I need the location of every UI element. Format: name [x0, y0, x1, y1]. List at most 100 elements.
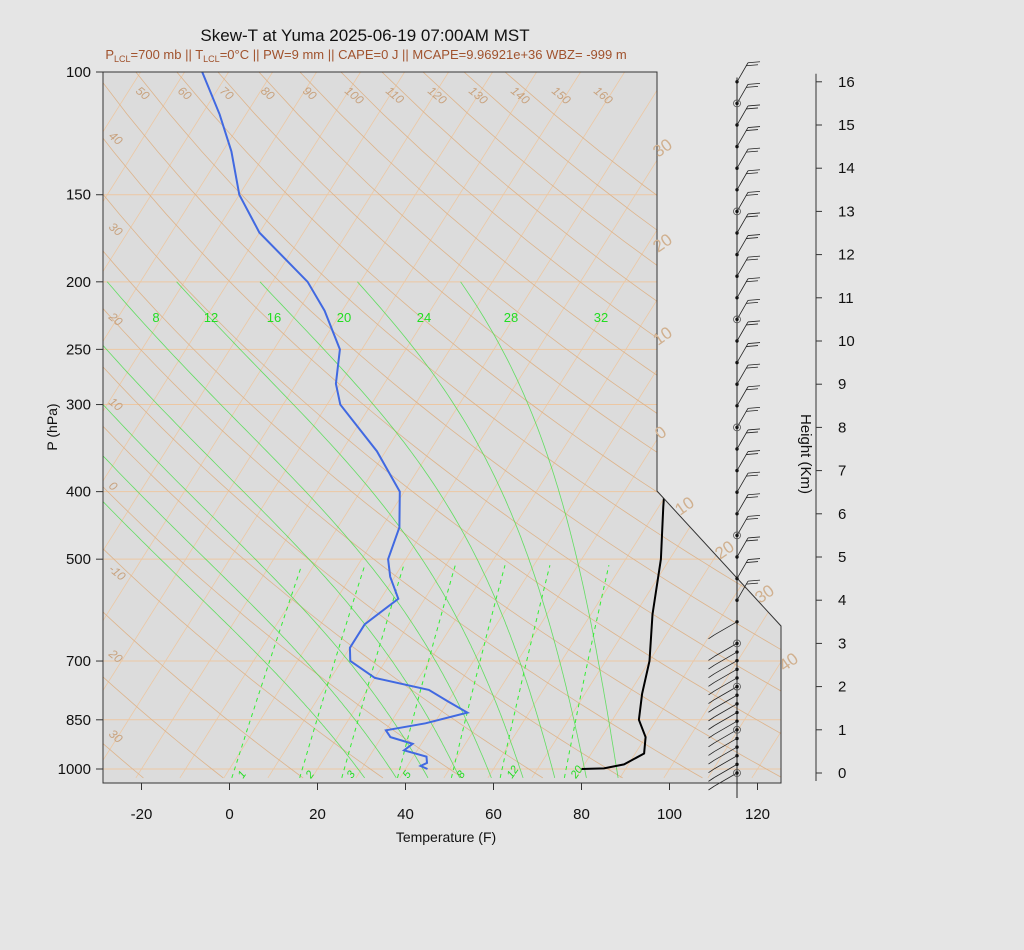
height-tick-label: 15 [838, 117, 855, 134]
x-tick-label: -20 [131, 806, 153, 823]
wind-barb-flag [745, 345, 759, 347]
height-tick-label: 7 [838, 463, 846, 480]
wind-barb-circle [733, 315, 741, 324]
moist-adiabat-lines [103, 281, 619, 779]
subtitle-rest: =0°C || PW=9 mm || CAPE=0 J || MCAPE=9.9… [220, 47, 627, 62]
wind-barb-flag [745, 517, 759, 520]
dry-adiabat-line [176, 72, 781, 779]
wind-barb-flag [708, 664, 715, 670]
wind-barb-flag [745, 431, 759, 434]
height-tick-label: 9 [838, 376, 846, 393]
wind-barb-flag [745, 561, 759, 563]
height-tick-label: 11 [838, 290, 854, 307]
plot-area [103, 72, 781, 783]
wind-barb-flag [708, 634, 715, 640]
y-tick-label: 300 [66, 397, 91, 414]
height-tick-label: 12 [838, 247, 855, 264]
wind-barb-flag [747, 471, 761, 474]
moist-adiabat-line [106, 281, 492, 779]
wind-barb-staff [714, 720, 738, 735]
wind-barb-flag [745, 193, 759, 196]
wind-barb-flag [747, 385, 761, 388]
height-tick-label: 0 [838, 765, 846, 782]
isotherm-line [751, 72, 781, 779]
y-tick-label: 100 [66, 64, 91, 81]
y-tick-label: 700 [66, 653, 91, 670]
moist-adiabat-line [357, 281, 587, 778]
wind-barb-flag [747, 234, 761, 236]
dry-adiabat-line [103, 72, 781, 779]
mixing-ratio-label-bottom: 1 [236, 769, 249, 781]
dry-adiabat-line [299, 72, 781, 779]
wind-barb-flag [708, 742, 715, 748]
wind-barb-staff [714, 729, 738, 744]
wind-barb-flag [745, 172, 759, 175]
isotherm-line [103, 72, 361, 779]
x-tick-label: 80 [573, 806, 590, 823]
wind-barb-flag [747, 147, 761, 150]
height-tick-label: 10 [838, 333, 855, 350]
mixing-ratio-line [499, 565, 551, 778]
moist-adiabat-line [259, 281, 556, 778]
wind-barb-staff [714, 755, 738, 770]
chart-title: Skew-T at Yuma 2025-06-19 07:00AM MST [200, 26, 529, 45]
dry-adiabat-line [103, 72, 224, 779]
dry-adiabat-line [103, 72, 781, 779]
isotherm-line [103, 72, 317, 779]
wind-barb-staff [714, 746, 738, 761]
dry-adiabat-line [103, 72, 781, 779]
height-tick-label: 3 [838, 635, 846, 652]
wind-barb-flag [708, 777, 715, 782]
height-tick-label: 4 [838, 592, 846, 609]
wind-barb-flag [708, 733, 715, 739]
height-tick-label: 13 [838, 203, 855, 220]
height-tick-label: 2 [838, 679, 846, 696]
y-tick-label: 400 [66, 484, 91, 501]
wind-barb-staff [714, 694, 738, 709]
wind-barb-circle [733, 99, 741, 108]
subtitle-plcl-value: =700 mb || T [131, 47, 204, 62]
isotherm-line [103, 72, 185, 779]
height-tick-label: 1 [838, 722, 846, 739]
wind-barb-staff [714, 738, 738, 752]
wind-barb-flag [745, 388, 759, 391]
wind-barb-circle [733, 531, 741, 540]
wind-barb-flag [747, 428, 761, 431]
wind-barb-column [708, 61, 761, 798]
dry-adiabat-line [103, 72, 304, 779]
mixing-ratio-label-bottom: 12 [505, 764, 522, 781]
wind-barb-flag [747, 190, 761, 193]
dry-adiabat-lines [103, 72, 781, 779]
x-tick-label: 0 [225, 806, 233, 823]
dewpoint-series-line [201, 72, 471, 770]
y-tick-label: 250 [66, 341, 91, 358]
mixing-ratio-label-top: 20 [337, 310, 351, 325]
wind-barb-flag [747, 514, 761, 517]
wind-barb-flag [747, 61, 761, 64]
wind-barb-flag [708, 673, 715, 679]
height-tick-label: 8 [838, 419, 846, 436]
moist-adiabat-line [103, 281, 429, 779]
wind-barb-staff [714, 677, 738, 692]
wind-barb-flag [745, 323, 759, 326]
height-axis-label: Height (Km) [797, 414, 814, 494]
moist-adiabat-line [103, 281, 461, 779]
wind-barb-flag [708, 759, 715, 765]
wind-barb-staff [714, 712, 738, 726]
wind-barb-flag [747, 104, 761, 107]
mixing-ratio-line [231, 565, 303, 779]
isotherm-line [796, 72, 1024, 778]
x-tick-label: 40 [397, 806, 414, 823]
x-axis-label: Temperature (F) [396, 829, 496, 845]
wind-barb-flag [708, 690, 715, 696]
mixing-ratio-line [299, 565, 366, 779]
wind-barb-staff [714, 643, 738, 657]
moist-adiabat-line [176, 281, 524, 779]
height-tick-label: 14 [838, 160, 855, 177]
wind-barb-flag [708, 751, 715, 756]
isotherm-line [103, 72, 493, 779]
wind-barb-staff [714, 686, 738, 700]
wind-barb-flag [745, 539, 759, 542]
wind-barb-flag [747, 320, 761, 323]
